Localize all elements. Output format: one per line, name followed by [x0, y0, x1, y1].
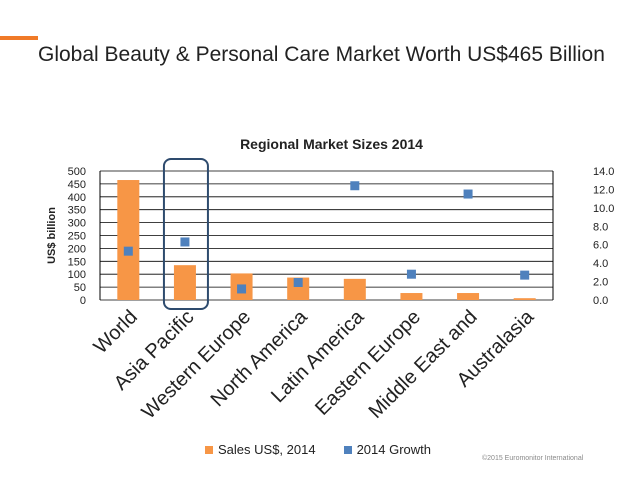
legend-swatch-growth	[343, 445, 352, 454]
bar-6	[400, 293, 423, 300]
bar-4	[287, 277, 310, 300]
category-label: World	[90, 306, 142, 358]
legend-swatch-sales	[205, 445, 213, 454]
growth-marker-1	[123, 246, 133, 256]
y-tick-label: 100	[68, 269, 86, 281]
chart-title: Regional Market Sizes 2014	[240, 136, 423, 152]
bar-1	[117, 180, 140, 300]
y-axis-label: US$ billion	[46, 207, 58, 264]
chart-legend: Sales US$, 2014 2014 Growth	[205, 442, 459, 457]
legend-item-sales: Sales US$, 2014	[205, 442, 316, 457]
y-tick-label: 350	[68, 205, 86, 217]
growth-marker-8	[520, 270, 530, 280]
growth-marker-6	[406, 269, 416, 279]
y2-tick-label: 14.0	[593, 166, 614, 178]
bar-2	[173, 265, 196, 300]
growth-marker-2	[180, 237, 190, 247]
legend-label-growth: 2014 Growth	[356, 442, 432, 457]
bar-8	[513, 298, 536, 300]
category-label: North America	[207, 305, 313, 411]
page-title: Global Beauty & Personal Care Market Wor…	[38, 43, 605, 66]
legend-label-sales: Sales US$, 2014	[218, 442, 316, 457]
accent-bar	[0, 36, 38, 40]
y2-tick-label: 2.0	[593, 277, 608, 289]
y2-tick-label: 8.0	[593, 221, 608, 233]
y-tick-label: 50	[74, 282, 86, 294]
highlight-box	[162, 158, 209, 310]
y-tick-label: 400	[68, 192, 86, 204]
y2-tick-label: 0.0	[593, 295, 608, 307]
y2-tick-label: 10.0	[593, 203, 614, 215]
y-tick-label: 250	[68, 231, 86, 243]
y2-tick-label: 4.0	[593, 258, 608, 270]
y-tick-label: 500	[68, 166, 86, 178]
y2-tick-label: 12.0	[593, 184, 614, 196]
y-tick-label: 150	[68, 256, 86, 268]
y-tick-label: 0	[80, 295, 86, 307]
growth-marker-3	[237, 284, 247, 294]
bar-7	[457, 293, 480, 300]
y-tick-label: 450	[68, 179, 86, 191]
y-tick-label: 300	[68, 218, 86, 230]
copyright-notice: ©2015 Euromonitor International	[482, 455, 584, 462]
legend-item-growth: 2014 Growth	[343, 442, 432, 457]
growth-marker-7	[463, 189, 473, 199]
growth-marker-4	[293, 277, 303, 287]
y-tick-label: 200	[68, 243, 86, 255]
bar-5	[343, 278, 366, 300]
y2-tick-label: 6.0	[593, 240, 608, 252]
growth-marker-5	[350, 181, 360, 191]
